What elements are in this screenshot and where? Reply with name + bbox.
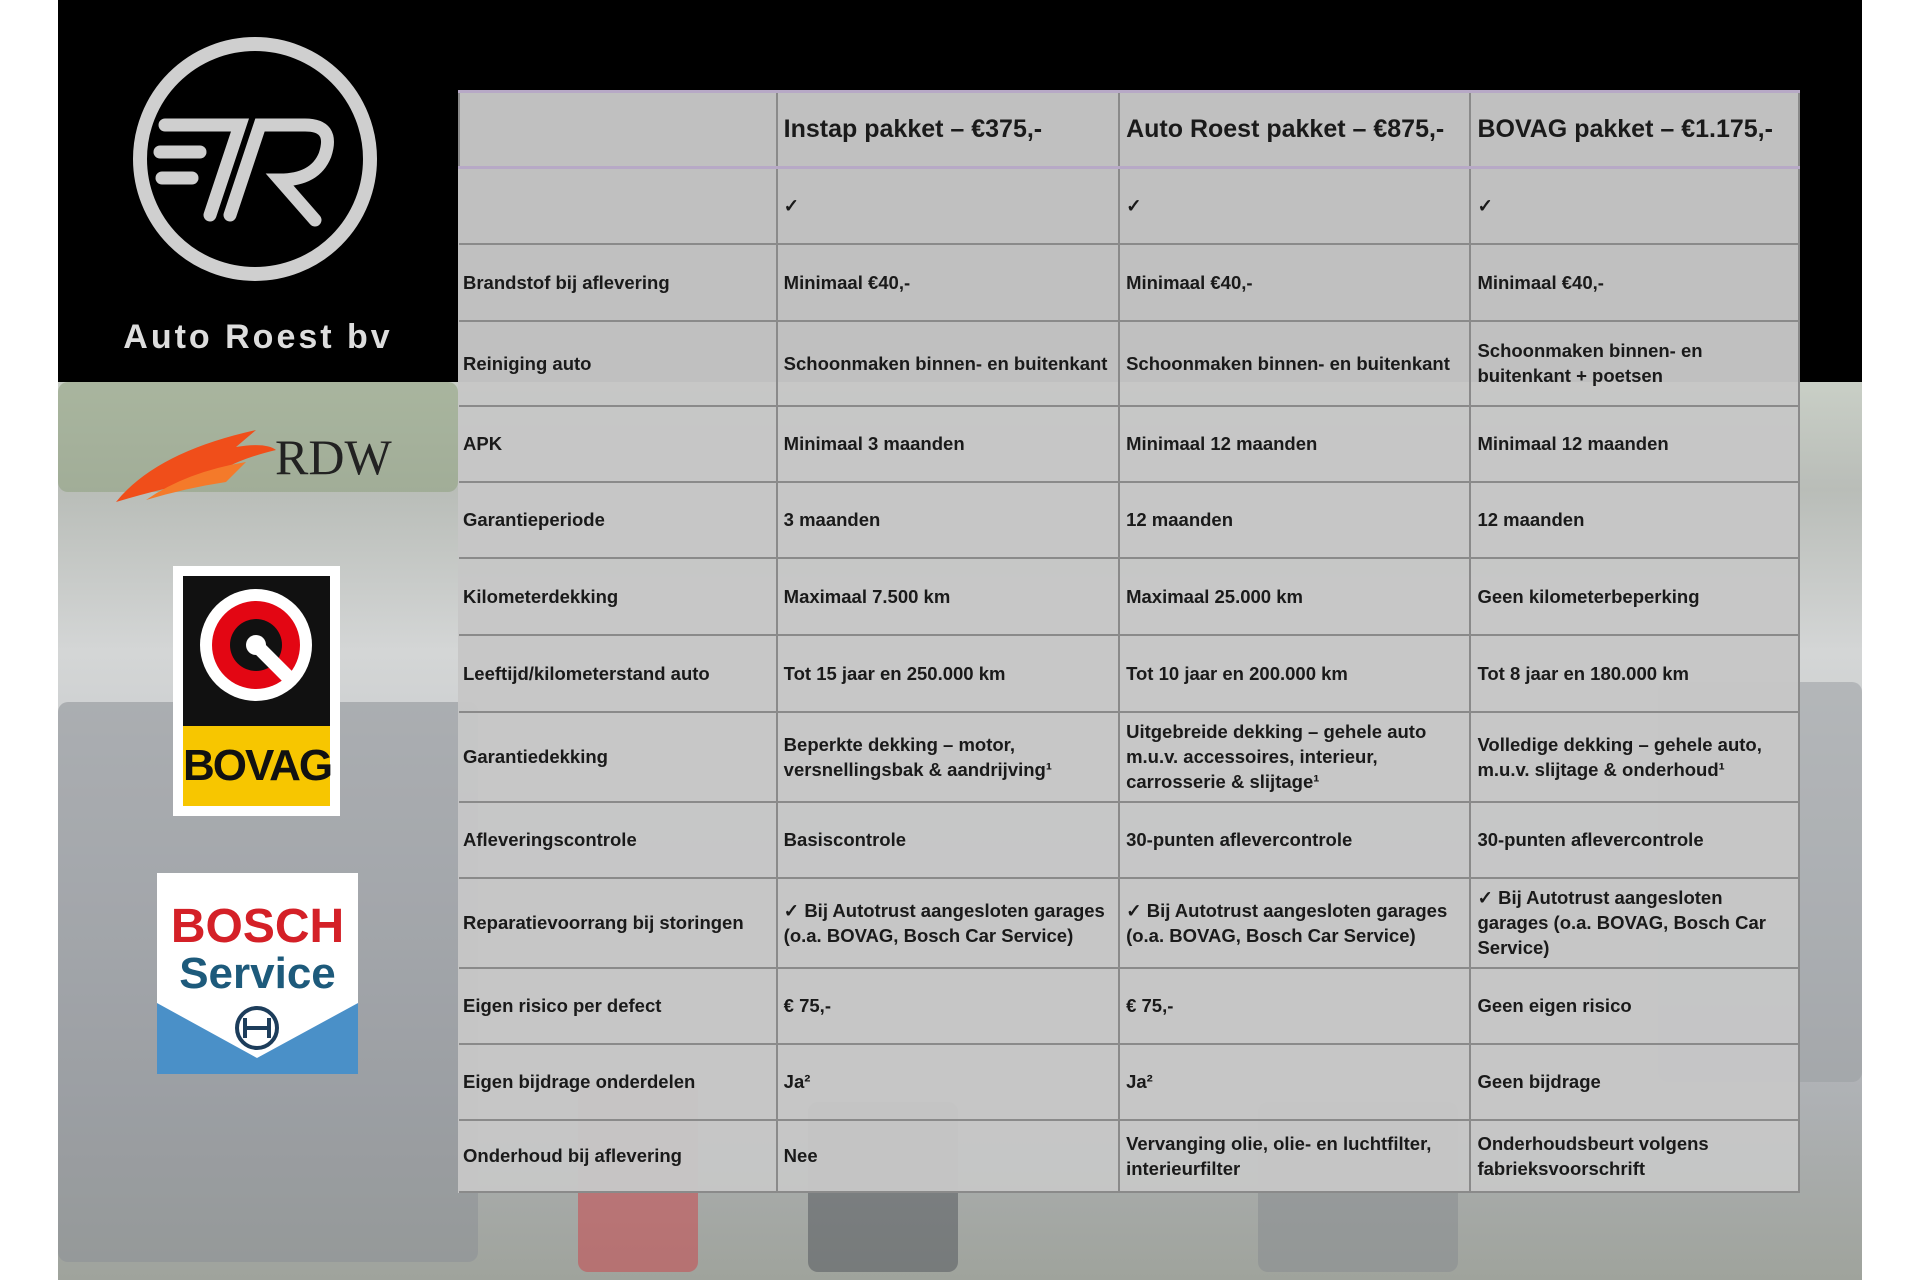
- row-label: Reiniging auto: [459, 319, 778, 407]
- table-row: Leeftijd/kilometerstand auto Tot 15 jaar …: [459, 633, 1800, 713]
- table-cell: ✓: [775, 166, 1121, 245]
- bosch-logo-text: BOSCH: [170, 900, 345, 953]
- table-row: Afleveringscontrole Basiscontrole 30-punte…: [459, 800, 1800, 879]
- table-cell: Geen eigen risico: [1469, 966, 1800, 1045]
- table-cell: Schoonmaken binnen- en buitenkant + poet…: [1469, 319, 1800, 407]
- row-label: Reparatievoorrang bij storingen: [459, 876, 778, 969]
- table-cell: Schoonmaken binnen- en buitenkant: [1118, 319, 1472, 407]
- table-cell: € 75,-: [775, 966, 1121, 1045]
- bovag-logo-text: BOVAG: [183, 726, 333, 806]
- table-cell: Minimaal 12 maanden: [1118, 404, 1472, 483]
- table-row: Brandstof bij aflevering Minimaal €40,- Mi…: [459, 242, 1800, 322]
- table-cell: Minimaal €40,-: [775, 242, 1121, 322]
- table-cell: Nee: [775, 1118, 1121, 1193]
- rdw-logo-icon: [116, 430, 276, 502]
- row-label: Onderhoud bij aflevering: [459, 1118, 778, 1193]
- table-row: Garantieperiode 3 maanden 12 maanden 12 maa…: [459, 480, 1800, 559]
- row-label: APK: [459, 404, 778, 483]
- row-label: Eigen bijdrage onderdelen: [459, 1042, 778, 1121]
- table-cell: 12 maanden: [1469, 480, 1800, 559]
- header-empty: [458, 90, 778, 169]
- table-cell: Schoonmaken binnen- en buitenkant: [775, 319, 1121, 407]
- bovag-logo: BOVAG: [173, 566, 340, 816]
- table-row: ✓ ✓ ✓: [459, 166, 1800, 245]
- table-cell: Uitgebreide dekking – gehele auto m.u.v.…: [1118, 710, 1472, 803]
- table-cell: Minimaal 12 maanden: [1469, 404, 1800, 483]
- bosch-shield-icon: [157, 1003, 358, 1074]
- table-cell: ✓: [1118, 166, 1472, 245]
- row-label: Afleveringscontrole: [459, 800, 778, 879]
- table-cell: Vervanging olie, olie- en luchtfilter, i…: [1118, 1118, 1472, 1193]
- table-cell: Tot 8 jaar en 180.000 km: [1469, 633, 1800, 713]
- row-label: Kilometerdekking: [459, 556, 778, 636]
- table-cell: Geen kilometerbeperking: [1469, 556, 1800, 636]
- table-header-row: Instap pakket – €375,- Auto Roest pakket…: [458, 90, 1800, 169]
- table-cell: ✓: [1469, 166, 1800, 245]
- table-row: Reparatievoorrang bij storingen ✓ Bij Aut…: [459, 876, 1800, 969]
- table-row: Reiniging auto Schoonmaken binnen- en bui…: [459, 319, 1800, 407]
- table-cell: Minimaal €40,-: [1118, 242, 1472, 322]
- rdw-logo-text: RDW: [275, 429, 392, 485]
- table-cell: ✓ Bij Autotrust aangesloten garages (o.a…: [1118, 876, 1472, 969]
- table-row: Eigen bijdrage onderdelen Ja² Ja² Geen bijd…: [459, 1042, 1800, 1121]
- bovag-emblem-icon: [200, 589, 312, 701]
- table-cell: Beperkte dekking – motor, versnellingsba…: [775, 710, 1121, 803]
- row-label: [459, 166, 778, 245]
- table-cell: Maximaal 25.000 km: [1118, 556, 1472, 636]
- table-cell: Ja²: [775, 1042, 1121, 1121]
- brand-name: Auto Roest bv: [123, 318, 393, 356]
- table-cell: Geen bijdrage: [1469, 1042, 1800, 1121]
- table-cell: Tot 15 jaar en 250.000 km: [775, 633, 1121, 713]
- table-row: APK Minimaal 3 maanden Minimaal 12 maanden…: [459, 404, 1800, 483]
- table-cell: Maximaal 7.500 km: [775, 556, 1121, 636]
- table-cell: Basiscontrole: [775, 800, 1121, 879]
- table-cell: € 75,-: [1118, 966, 1472, 1045]
- table-cell: Onderhoudsbeurt volgens fabrieksvoorschr…: [1469, 1118, 1800, 1193]
- table-cell: 3 maanden: [775, 480, 1121, 559]
- header-instap: Instap pakket – €375,-: [775, 90, 1121, 169]
- table-row: Garantiedekking Beperkte dekking – motor,…: [459, 710, 1800, 803]
- auto-roest-logo-icon: [133, 37, 377, 281]
- table-row: Onderhoud bij aflevering Nee Vervanging ol…: [459, 1118, 1800, 1193]
- table-cell: Minimaal 3 maanden: [775, 404, 1121, 483]
- table-cell: Tot 10 jaar en 200.000 km: [1118, 633, 1472, 713]
- row-label: Garantiedekking: [459, 710, 778, 803]
- package-comparison-table: Instap pakket – €375,- Auto Roest pakket…: [458, 90, 1800, 1193]
- table-row: Eigen risico per defect € 75,- € 75,- Geen …: [459, 966, 1800, 1045]
- table-cell: 30-punten aflevercontrole: [1118, 800, 1472, 879]
- header-bovag: BOVAG pakket – €1.175,-: [1469, 90, 1800, 169]
- service-logo-text: Service: [179, 949, 336, 998]
- table-cell: Volledige dekking – gehele auto, m.u.v. …: [1469, 710, 1800, 803]
- bosch-service-logo: BOSCH Service: [157, 873, 358, 1074]
- table-cell: 12 maanden: [1118, 480, 1472, 559]
- table-cell: ✓ Bij Autotrust aangesloten garages (o.a…: [1469, 876, 1800, 969]
- table-cell: Ja²: [1118, 1042, 1472, 1121]
- table-cell: ✓ Bij Autotrust aangesloten garages (o.a…: [775, 876, 1121, 969]
- table-cell: Minimaal €40,-: [1469, 242, 1800, 322]
- row-label: Brandstof bij aflevering: [459, 242, 778, 322]
- table-row: Kilometerdekking Maximaal 7.500 km Maximaa…: [459, 556, 1800, 636]
- row-label: Eigen risico per defect: [459, 966, 778, 1045]
- row-label: Leeftijd/kilometerstand auto: [459, 633, 778, 713]
- row-label: Garantieperiode: [459, 480, 778, 559]
- table-cell: 30-punten aflevercontrole: [1469, 800, 1800, 879]
- header-auto-roest: Auto Roest pakket – €875,-: [1118, 90, 1472, 169]
